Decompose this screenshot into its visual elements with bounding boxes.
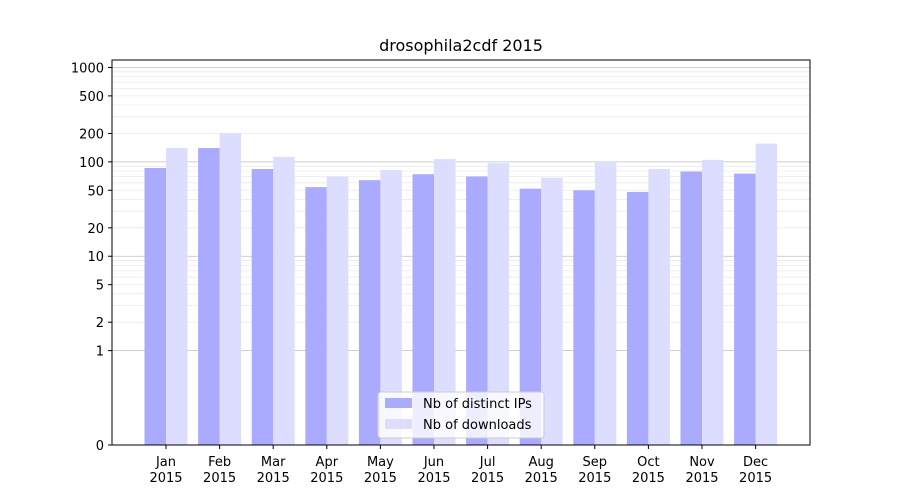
y-tick-label: 20 — [87, 222, 104, 237]
x-tick-label-year: 2015 — [417, 471, 450, 486]
bar-downloads — [326, 176, 349, 445]
bar-downloads — [273, 156, 295, 445]
x-tick-label-month: Apr — [316, 455, 339, 470]
bar-downloads — [648, 169, 670, 445]
legend-label-downloads: Nb of downloads — [423, 418, 532, 433]
x-tick-label-month: Feb — [208, 455, 231, 470]
bars — [144, 133, 778, 446]
x-tick-label-month: Jun — [423, 455, 444, 470]
y-tick-label: 500 — [79, 90, 104, 105]
x-tick-label-year: 2015 — [685, 471, 718, 486]
bar-downloads — [541, 177, 563, 446]
y-tick-label: 1 — [96, 345, 104, 360]
y-tick-label: 50 — [87, 184, 104, 199]
x-tick-label-year: 2015 — [739, 471, 772, 486]
bar-downloads — [702, 159, 724, 446]
bar-downloads — [380, 169, 402, 446]
bar-downloads — [434, 159, 456, 445]
bar-distinct-ips — [144, 168, 166, 445]
bar-distinct-ips — [626, 191, 649, 445]
bar-distinct-ips — [519, 188, 542, 445]
x-tick-label-year: 2015 — [257, 471, 290, 486]
x-tick-label-year: 2015 — [578, 471, 611, 486]
legend-swatch-downloads — [385, 419, 412, 429]
x-tick-label-month: Aug — [529, 455, 554, 470]
x-tick-label-month: Oct — [637, 455, 659, 470]
bar-downloads — [219, 133, 242, 445]
bar-distinct-ips — [466, 176, 488, 445]
y-tick-label: 2 — [96, 316, 104, 331]
plot-frame — [111, 59, 811, 446]
legend-box — [377, 391, 545, 439]
y-tick-label: 200 — [79, 127, 104, 142]
x-tick-label-month: May — [367, 455, 394, 470]
x-tick-label-month: Sep — [583, 455, 608, 470]
x-tick-label-month: Jan — [155, 455, 176, 470]
bar-downloads — [487, 163, 510, 445]
x-tick-label-month: Jul — [479, 455, 496, 470]
bar-distinct-ips — [198, 148, 220, 445]
legend-label-distinct-ips: Nb of distinct IPs — [423, 397, 532, 412]
bar-distinct-ips — [680, 171, 702, 445]
bar-distinct-ips — [734, 173, 756, 446]
y-axis-ticks: 0 1 2 5 10 20 50 100 200 500 1000 — [71, 61, 112, 454]
x-tick-label-month: Dec — [743, 455, 768, 470]
legend: Nb of distinct IPs Nb of downloads — [377, 391, 545, 439]
y-tick-label: 0 — [96, 439, 104, 454]
bar-downloads — [166, 148, 188, 445]
chart-title: drosophila2cdf 2015 — [379, 36, 543, 55]
x-axis-ticks: Jan2015Feb2015Mar2015Apr2015May2015Jun20… — [149, 445, 772, 486]
x-tick-label-year: 2015 — [310, 471, 343, 486]
x-tick-label-year: 2015 — [471, 471, 504, 486]
y-tick-label: 100 — [79, 156, 104, 171]
x-tick-label-month: Mar — [261, 455, 286, 470]
x-tick-label-year: 2015 — [525, 471, 558, 486]
x-tick-label-month: Nov — [689, 455, 715, 470]
y-tick-label: 1000 — [71, 61, 104, 76]
x-tick-label-year: 2015 — [149, 471, 182, 486]
x-tick-label-year: 2015 — [364, 471, 397, 486]
bar-distinct-ips — [305, 187, 327, 446]
bar-downloads — [755, 143, 778, 446]
bar-downloads — [594, 161, 617, 445]
bar-distinct-ips — [573, 190, 595, 445]
x-tick-label-year: 2015 — [203, 471, 236, 486]
y-tick-label: 10 — [87, 250, 104, 265]
bar-distinct-ips — [412, 174, 434, 445]
x-tick-label-year: 2015 — [632, 471, 665, 486]
bar-distinct-ips — [251, 169, 274, 445]
bar-distinct-ips — [358, 180, 381, 445]
legend-swatch-distinct-ips — [385, 398, 412, 408]
y-tick-label: 5 — [96, 279, 104, 294]
